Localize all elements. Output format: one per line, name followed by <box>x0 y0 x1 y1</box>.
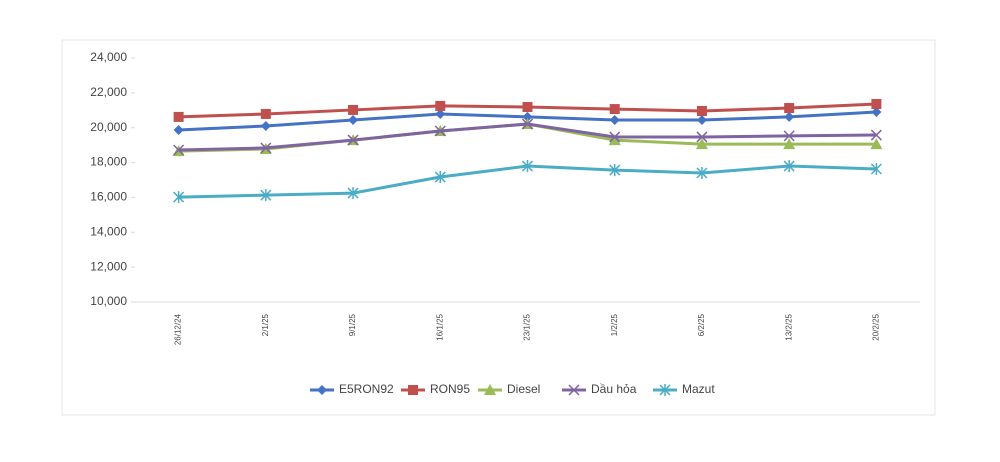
data-point <box>173 191 185 204</box>
data-point <box>871 107 882 118</box>
data-point <box>783 160 795 173</box>
data-point <box>173 144 185 156</box>
data-point <box>783 138 796 150</box>
data-point <box>609 115 620 126</box>
chart-frame <box>61 39 936 416</box>
data-point <box>870 129 882 141</box>
legend-label: Dầu hỏa <box>591 382 637 396</box>
data-point <box>521 118 534 130</box>
data-point <box>435 108 446 119</box>
x-tick-label: 1/2/25 <box>610 313 619 336</box>
data-point <box>347 134 359 146</box>
y-tick-label: 16,000 <box>90 190 127 204</box>
data-point <box>260 108 271 119</box>
data-point <box>348 115 359 126</box>
legend-label: RON95 <box>430 382 470 396</box>
y-tick-label: 22,000 <box>90 85 127 99</box>
data-point <box>609 104 620 115</box>
data-point <box>783 130 795 142</box>
x-tick-label: 23/1/25 <box>523 313 532 340</box>
data-point <box>784 111 795 122</box>
data-point <box>173 111 184 122</box>
x-tick-label: 16/1/25 <box>435 313 444 340</box>
data-point <box>696 167 708 180</box>
y-tick-label: 14,000 <box>90 224 127 238</box>
data-point <box>695 138 708 150</box>
legend-marker <box>408 385 418 395</box>
data-point <box>784 103 795 114</box>
x-tick-label: 9/1/25 <box>348 313 357 336</box>
data-point <box>434 125 446 137</box>
y-tick-label: 12,000 <box>90 259 127 273</box>
data-point <box>435 100 446 111</box>
x-tick-label: 26/12/24 <box>174 313 183 345</box>
x-tick-label: 20/2/25 <box>871 313 880 340</box>
data-point <box>609 131 621 143</box>
data-point <box>348 104 359 115</box>
data-point <box>260 120 271 131</box>
x-tick-label: 6/2/25 <box>697 313 706 336</box>
legend-marker <box>659 384 671 396</box>
x-tick-label: 13/2/25 <box>784 313 793 340</box>
y-tick-label: 10,000 <box>90 294 127 308</box>
data-point <box>608 134 621 146</box>
legend-label: Mazut <box>682 382 715 396</box>
data-point <box>696 105 707 116</box>
data-point <box>522 111 533 122</box>
data-point <box>696 131 708 143</box>
data-point <box>870 138 883 150</box>
data-point <box>434 171 446 184</box>
data-point <box>521 160 534 173</box>
y-tick-label: 24,000 <box>90 50 127 64</box>
legend-marker <box>484 384 496 395</box>
data-point <box>173 124 184 135</box>
data-point <box>696 115 707 126</box>
y-tick-label: 18,000 <box>90 155 127 169</box>
data-point <box>347 187 359 200</box>
legend-label: E5RON92 <box>339 382 394 396</box>
data-point <box>871 99 882 110</box>
y-tick-label: 20,000 <box>90 120 127 134</box>
data-point <box>609 164 621 177</box>
x-tick-label: 2/1/25 <box>261 313 270 336</box>
data-point <box>870 163 882 176</box>
legend-label: Diesel <box>507 382 540 396</box>
legend-marker <box>568 384 580 396</box>
data-point <box>522 101 533 112</box>
legend-marker <box>317 385 327 395</box>
data-point <box>260 189 272 202</box>
data-point <box>260 142 272 154</box>
